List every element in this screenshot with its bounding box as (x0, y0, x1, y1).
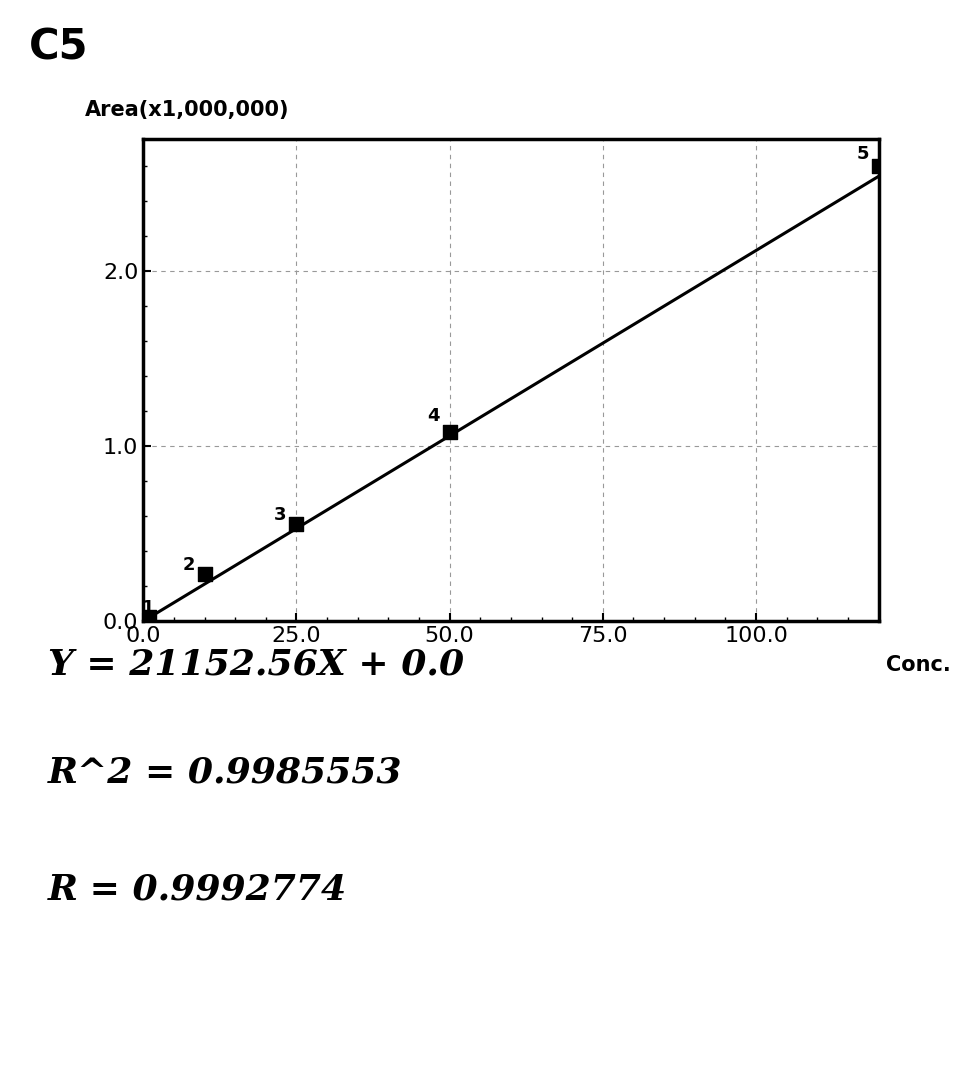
Text: 5: 5 (857, 145, 869, 163)
Text: 3: 3 (274, 506, 286, 524)
Text: R^2 = 0.9985553: R^2 = 0.9985553 (48, 755, 402, 789)
Point (288, 515, 304, 532)
Text: C5: C5 (29, 27, 88, 69)
Text: Area(x1,000,000): Area(x1,000,000) (84, 100, 289, 120)
Text: 1: 1 (142, 600, 155, 617)
Point (141, 609, 157, 627)
Text: Conc.: Conc. (886, 654, 951, 675)
Text: R = 0.9992774: R = 0.9992774 (48, 873, 347, 907)
Text: 4: 4 (428, 407, 440, 425)
Point (442, 423, 457, 440)
Text: Y = 21152.56X + 0.0: Y = 21152.56X + 0.0 (48, 648, 464, 682)
Point (871, 157, 886, 175)
Point (197, 565, 212, 583)
Text: 2: 2 (182, 556, 195, 574)
